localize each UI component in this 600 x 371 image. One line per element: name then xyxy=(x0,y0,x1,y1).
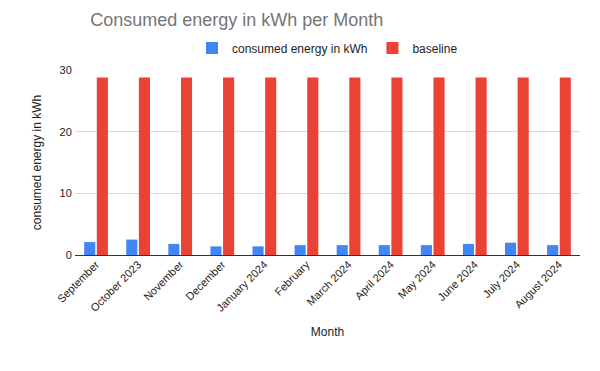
svg-text:Consumed energy in kWh per Mon: Consumed energy in kWh per Month xyxy=(90,10,383,30)
svg-text:March 2024: March 2024 xyxy=(304,258,354,308)
svg-text:October 2023: October 2023 xyxy=(88,258,144,314)
svg-text:February: February xyxy=(272,258,312,298)
svg-text:20: 20 xyxy=(60,126,72,138)
svg-text:Month: Month xyxy=(311,325,344,339)
svg-text:July 2024: July 2024 xyxy=(480,258,522,300)
svg-text:December: December xyxy=(183,258,228,303)
svg-text:January 2024: January 2024 xyxy=(214,258,270,314)
svg-text:April 2024: April 2024 xyxy=(352,258,396,302)
svg-text:August 2024: August 2024 xyxy=(512,258,564,310)
svg-text:0: 0 xyxy=(66,249,72,261)
svg-text:baseline: baseline xyxy=(412,42,457,56)
svg-text:consumed energy in kWh: consumed energy in kWh xyxy=(30,95,44,230)
svg-text:November: November xyxy=(141,258,186,303)
svg-text:June 2024: June 2024 xyxy=(435,258,480,303)
svg-text:September: September xyxy=(55,258,102,305)
svg-text:consumed energy in kWh: consumed energy in kWh xyxy=(232,42,367,56)
svg-text:May 2024: May 2024 xyxy=(395,258,438,301)
svg-text:30: 30 xyxy=(60,64,72,76)
svg-text:10: 10 xyxy=(60,187,72,199)
